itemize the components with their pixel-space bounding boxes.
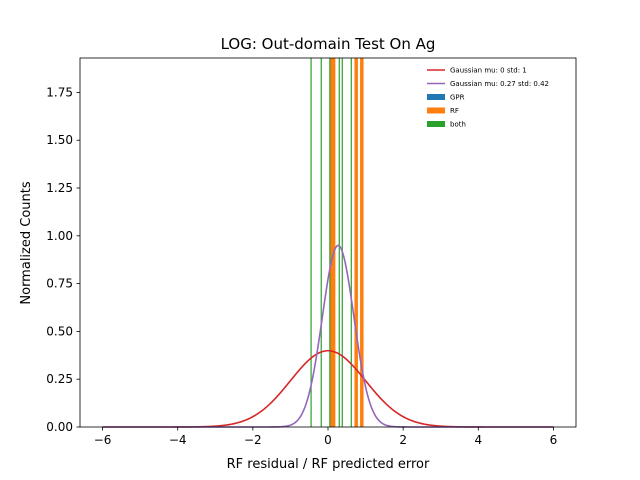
- legend-patch-swatch: [427, 107, 445, 114]
- x-tick-label: −6: [94, 433, 112, 447]
- x-tick-label: −2: [244, 433, 262, 447]
- x-tick-label: 4: [474, 433, 482, 447]
- legend-patch-swatch: [427, 94, 445, 100]
- y-axis-title: Normalized Counts: [19, 181, 34, 304]
- legend-label: both: [450, 121, 466, 129]
- y-tick-label: 0.75: [46, 277, 73, 291]
- y-tick-label: 0.50: [46, 324, 73, 338]
- y-tick-label: 1.50: [46, 133, 73, 147]
- legend-label: Gaussian mu: 0 std: 1: [450, 67, 527, 75]
- y-tick-label: 1.25: [46, 181, 73, 195]
- y-tick-label: 0.00: [46, 420, 73, 434]
- legend-label: Gaussian mu: 0.27 std: 0.42: [450, 80, 549, 88]
- legend-label: GPR: [450, 94, 465, 102]
- y-tick-label: 1.00: [46, 229, 73, 243]
- legend-patch-swatch: [427, 121, 445, 127]
- x-tick-label: 6: [550, 433, 558, 447]
- x-tick-label: −4: [169, 433, 187, 447]
- legend-label: RF: [450, 107, 459, 115]
- x-axis-title: RF residual / RF predicted error: [227, 457, 430, 472]
- y-tick-label: 1.75: [46, 85, 73, 99]
- x-tick-label: 0: [324, 433, 332, 447]
- chart-title: LOG: Out-domain Test On Ag: [221, 35, 436, 53]
- axes: −6 −4 −2 0 2 4 6 0.00 0.25 0.50 0.75 1.00 1.25 1.50 1.…: [46, 57, 577, 447]
- legend: Gaussian mu: 0 std: 1 Gaussian mu: 0.27 s…: [427, 67, 549, 129]
- x-tick-label: 2: [399, 433, 407, 447]
- y-tick-label: 0.25: [46, 372, 73, 386]
